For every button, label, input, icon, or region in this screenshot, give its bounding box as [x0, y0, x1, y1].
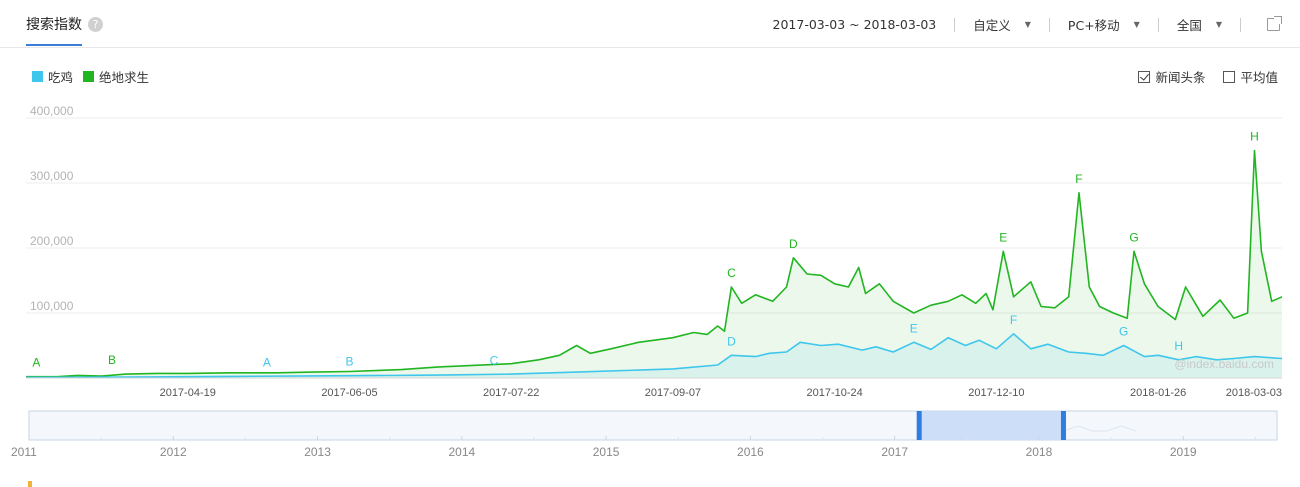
annotation-label: F — [1010, 313, 1017, 327]
filter-controls: 2017-03-03 ~ 2018-03-03 自定义 ▼ PC+移动 ▼ 全国… — [772, 15, 1282, 34]
x-tick-label: 2017-09-07 — [645, 387, 701, 399]
y-tick-label: 100,000 — [30, 299, 74, 313]
legend-item-chiji[interactable]: 吃鸡 — [32, 67, 73, 86]
navigator-year-label: 2019 — [1170, 445, 1197, 459]
series-area — [26, 150, 1282, 378]
divider — [1240, 17, 1241, 32]
annotation-label: D — [727, 334, 736, 348]
x-tick-label: 2017-06-05 — [321, 387, 377, 399]
navigator-track — [28, 410, 1278, 441]
annotation-label: F — [1075, 172, 1082, 186]
average-checkbox[interactable] — [1223, 70, 1236, 83]
x-tick-label: 2018-01-26 — [1130, 387, 1186, 399]
footer-section-peek — [28, 481, 138, 487]
page-title: 搜索指数 — [26, 17, 82, 33]
navigator-year-label: 2012 — [160, 445, 187, 459]
navigator-year-label: 2016 — [737, 445, 764, 459]
navigator-year-label: 2015 — [593, 445, 620, 459]
y-tick-label: 400,000 — [30, 104, 74, 118]
series-line — [26, 149, 1283, 378]
device-label: PC+移动 — [1067, 18, 1120, 33]
annotation-label: B — [345, 355, 353, 369]
date-range-display[interactable]: 2017-03-03 ~ 2018-03-03 — [772, 17, 937, 32]
navigator-year-label: 2014 — [448, 445, 475, 459]
annotation-label: H — [1250, 130, 1259, 144]
divider — [954, 17, 956, 32]
navigator-handle — [916, 411, 922, 440]
navigator-year-label: 2017 — [881, 445, 908, 459]
news-toggle-label: 新闻头条 — [1155, 70, 1206, 85]
average-toggle-label: 平均值 — [1240, 70, 1278, 85]
chart-toggles: 新闻头条 平均值 — [1120, 67, 1278, 86]
x-tick-label: 2017-12-10 — [968, 387, 1024, 399]
trend-chart[interactable]: 100,000 200,000 300,000 400,000 A B C D E F G H A B C D… — [0, 95, 1300, 405]
watermark-text: @index.baidu.com — [1174, 357, 1274, 371]
x-tick-label: 2017-04-19 — [160, 387, 216, 399]
caret-down-icon: ▼ — [1133, 20, 1140, 29]
divider — [1157, 17, 1159, 32]
annotation-label: H — [1174, 339, 1183, 353]
navigator-selection — [919, 411, 1064, 440]
header-bar: 搜索指数 ? 2017-03-03 ~ 2018-03-03 自定义 ▼ PC+… — [0, 0, 1300, 48]
legend-label-pubg: 绝地求生 — [99, 70, 150, 85]
y-tick-label: 300,000 — [30, 169, 74, 183]
x-tick-label: 2017-10-24 — [807, 387, 863, 399]
navigator-year-label: 2018 — [1026, 445, 1053, 459]
question-circle-icon[interactable]: ? — [88, 16, 103, 32]
x-tick-label: 2017-07-22 — [483, 387, 539, 399]
annotation-label: G — [1119, 325, 1128, 339]
annotation-label: E — [910, 321, 918, 335]
device-dropdown[interactable]: PC+移动 ▼ — [1068, 15, 1140, 34]
legend-label-chiji: 吃鸡 — [48, 70, 74, 85]
legend-swatch-chiji — [32, 71, 43, 82]
annotation-label: A — [263, 355, 271, 369]
active-tab-indicator — [26, 44, 82, 46]
annotation-label: B — [108, 353, 116, 367]
annotation-label: A — [32, 356, 40, 370]
annotation-label: E — [999, 230, 1007, 244]
navigator-year-label: 2011 — [11, 445, 37, 459]
title-group: 搜索指数 ? — [26, 14, 103, 34]
caret-down-icon: ▼ — [1215, 20, 1222, 29]
range-navigator[interactable]: 2011 2012 2013 2014 2015 2016 2017 2018 2019 — [0, 405, 1300, 467]
period-label: 自定义 — [973, 18, 1011, 33]
annotation-label: C — [727, 266, 736, 280]
y-tick-label: 200,000 — [30, 234, 74, 248]
legend-item-pubg[interactable]: 绝地求生 — [83, 67, 149, 86]
news-toggle[interactable]: 新闻头条 — [1138, 67, 1205, 86]
annotation-label: G — [1129, 230, 1138, 244]
navigator-year-label: 2013 — [304, 445, 331, 459]
caret-down-icon: ▼ — [1024, 20, 1031, 29]
chart-legend: 吃鸡 绝地求生 — [32, 67, 159, 86]
external-link-icon[interactable] — [1267, 16, 1282, 31]
average-toggle[interactable]: 平均值 — [1223, 67, 1278, 86]
period-dropdown[interactable]: 自定义 ▼ — [973, 15, 1031, 34]
series-line — [25, 333, 1283, 379]
news-checkbox[interactable] — [1138, 70, 1151, 83]
annotation-label: C — [490, 353, 499, 367]
region-dropdown[interactable]: 全国 ▼ — [1177, 15, 1222, 34]
legend-swatch-pubg — [83, 71, 95, 82]
x-tick-label: 2018-03-03 — [1226, 387, 1282, 399]
navigator-handle — [1060, 411, 1066, 440]
annotation-label: D — [789, 237, 798, 251]
region-label: 全国 — [1176, 18, 1202, 33]
divider — [1048, 17, 1050, 32]
